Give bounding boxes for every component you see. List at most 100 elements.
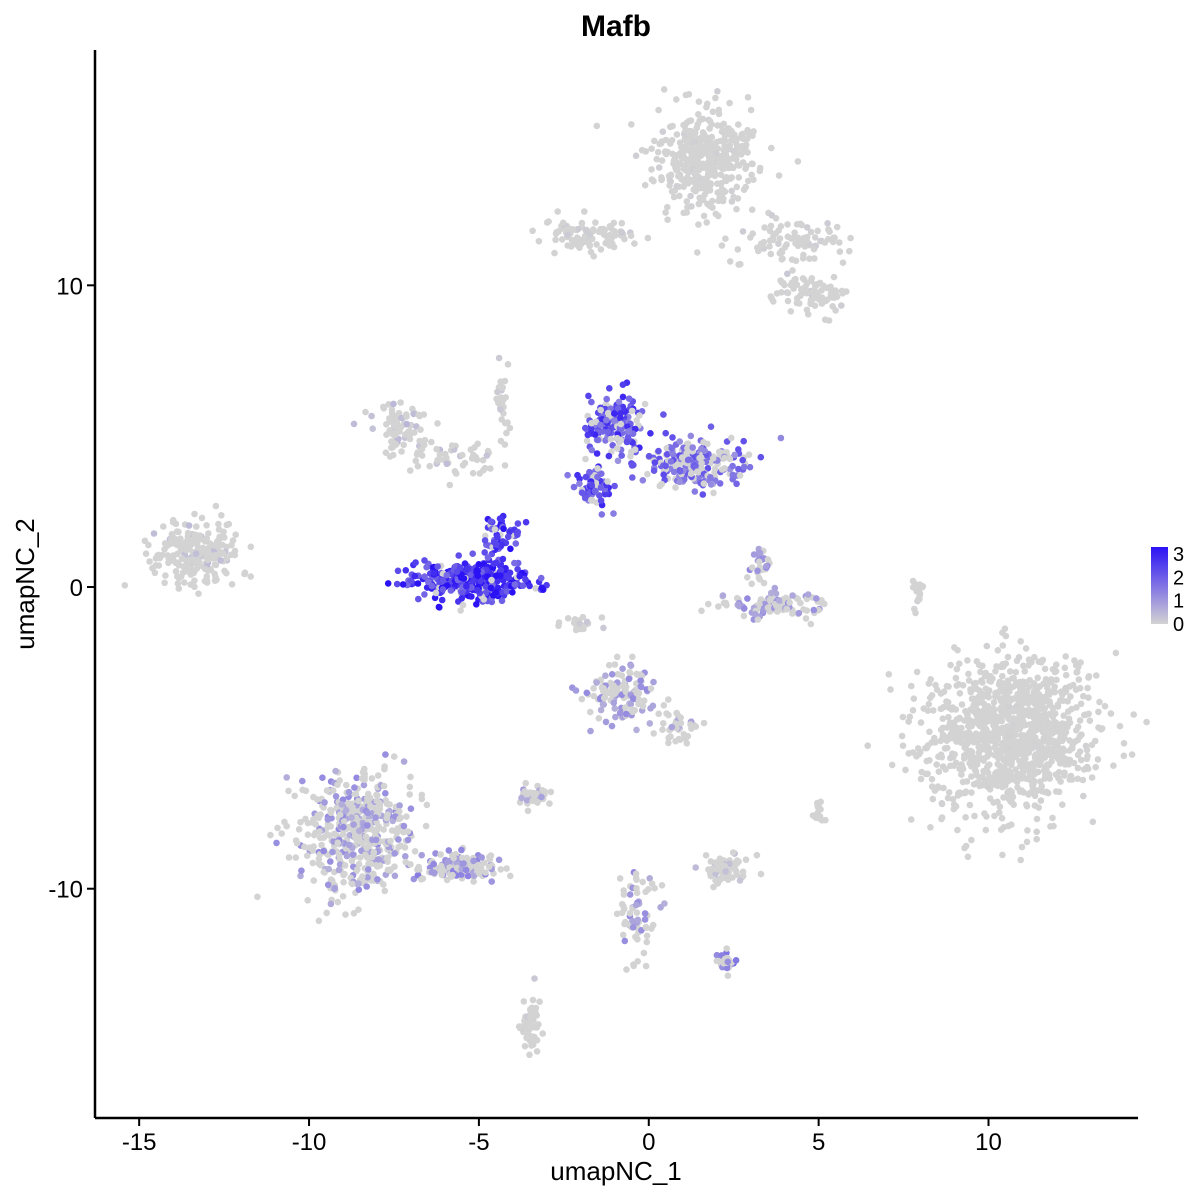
cell-point [1110, 762, 1117, 769]
cell-point [776, 235, 784, 242]
cell-point [778, 247, 786, 254]
cell-point [682, 91, 690, 99]
cell-point [942, 766, 949, 773]
cell-point [629, 695, 637, 702]
cell-point [318, 841, 325, 849]
cell-point [603, 395, 610, 403]
cell-point [1013, 738, 1021, 745]
cell-point [483, 452, 491, 459]
cell-point [1034, 674, 1041, 682]
cell-point [836, 239, 843, 246]
cell-point [1055, 774, 1062, 782]
cell-point [430, 860, 438, 868]
cell-point [952, 759, 960, 767]
cell-point [655, 106, 662, 114]
cell-point [316, 834, 324, 842]
cell-point [703, 103, 710, 111]
cell-point [421, 557, 428, 564]
cell-point [915, 750, 923, 758]
cell-point [928, 775, 936, 783]
cell-point [962, 788, 970, 795]
cell-point [1031, 653, 1038, 661]
cell-point [695, 111, 702, 118]
cell-point [327, 809, 335, 817]
cell-point [411, 572, 419, 580]
cell-point [315, 917, 323, 925]
cell-point [387, 837, 394, 845]
cell-point [389, 431, 397, 438]
cell-point [1080, 792, 1087, 800]
cell-point [610, 243, 618, 251]
cell-point [965, 670, 972, 678]
cell-point [647, 685, 655, 692]
cell-point [669, 122, 676, 130]
cell-point [716, 876, 724, 884]
cell-point [937, 751, 945, 758]
cell-point [803, 224, 811, 231]
cell-point [1026, 740, 1034, 747]
cell-point [380, 782, 388, 790]
cell-point [885, 671, 893, 678]
cell-point [298, 867, 305, 874]
cell-point [794, 595, 802, 603]
cell-point [323, 909, 331, 917]
cell-point [415, 411, 423, 419]
cell-point [490, 592, 497, 599]
cell-point [1044, 679, 1051, 687]
cell-point [1021, 763, 1028, 771]
cell-point [633, 909, 641, 916]
cell-point [981, 672, 989, 680]
cell-point [1096, 698, 1103, 706]
y-ticks: -10 0 10 [48, 273, 95, 904]
cell-point [952, 803, 960, 810]
cell-point [990, 706, 997, 714]
cell-point [274, 824, 281, 832]
cell-point [381, 887, 389, 895]
cell-point [438, 862, 445, 870]
cell-point [606, 223, 614, 230]
cell-point [771, 584, 779, 592]
cell-point [588, 446, 596, 454]
cell-point [586, 231, 594, 238]
cell-point [412, 559, 419, 566]
cell-point [1065, 715, 1073, 722]
cell-point [795, 609, 803, 617]
cell-point [201, 565, 209, 573]
cell-point [611, 690, 619, 697]
cell-point [338, 801, 345, 808]
cell-point [608, 671, 616, 678]
cell-point [740, 437, 747, 445]
cell-point [522, 576, 529, 583]
cell-point [958, 724, 965, 732]
cell-point [804, 591, 812, 598]
cell-point [774, 608, 781, 615]
cell-point [770, 232, 777, 240]
cell-point [925, 700, 933, 708]
cell-point [1018, 843, 1026, 851]
cell-point [1062, 653, 1069, 660]
cell-point [789, 610, 796, 617]
cell-point [388, 827, 396, 834]
cell-point [641, 181, 649, 189]
cell-point [613, 910, 621, 918]
cell-point [618, 229, 626, 236]
cell-point [709, 154, 716, 161]
cell-point [749, 230, 756, 237]
cell-point [691, 488, 699, 495]
cell-point [368, 412, 375, 420]
cell-point [306, 844, 314, 852]
cell-point [956, 690, 964, 697]
cell-point [382, 790, 389, 797]
cell-point [1086, 717, 1094, 724]
cell-point [588, 419, 595, 427]
cell-point [452, 470, 460, 477]
cell-point [316, 828, 323, 835]
cell-point [372, 814, 379, 821]
cell-point [1092, 763, 1099, 771]
cell-point [1018, 709, 1026, 716]
cell-point [733, 140, 740, 147]
cell-point [398, 414, 405, 422]
cell-point [340, 823, 347, 831]
cell-point [543, 219, 551, 226]
cell-point [964, 853, 972, 861]
